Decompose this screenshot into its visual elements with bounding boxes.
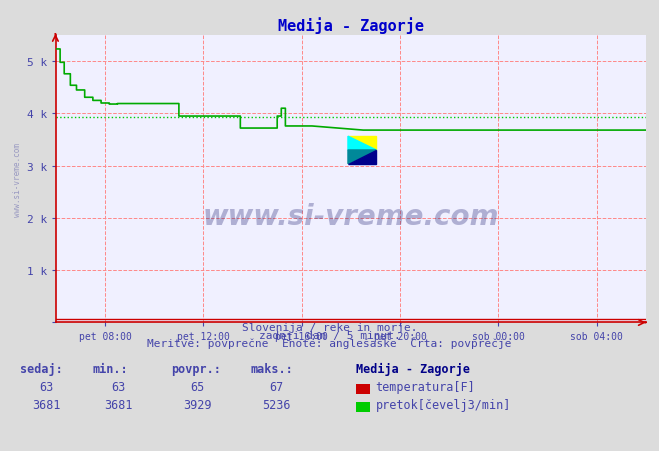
Text: www.si-vreme.com: www.si-vreme.com	[13, 143, 22, 216]
Text: pretok[čevelj3/min]: pretok[čevelj3/min]	[376, 398, 511, 411]
Text: min.:: min.:	[92, 362, 128, 375]
Text: www.si-vreme.com: www.si-vreme.com	[203, 202, 499, 230]
Text: maks.:: maks.:	[250, 362, 293, 375]
Text: 63: 63	[111, 380, 126, 393]
Text: 63: 63	[39, 380, 53, 393]
Text: povpr.:: povpr.:	[171, 362, 221, 375]
Text: sedaj:: sedaj:	[20, 362, 63, 375]
Polygon shape	[348, 151, 376, 164]
Text: Slovenija / reke in morje.: Slovenija / reke in morje.	[242, 322, 417, 332]
Text: 3681: 3681	[32, 398, 61, 411]
Polygon shape	[348, 137, 376, 151]
Text: temperatura[F]: temperatura[F]	[376, 380, 475, 393]
Text: 3681: 3681	[104, 398, 133, 411]
Polygon shape	[348, 151, 376, 164]
Text: zadnji dan / 5 minut.: zadnji dan / 5 minut.	[258, 330, 401, 340]
Text: 65: 65	[190, 380, 205, 393]
Text: Meritve: povprečne  Enote: anglešaške  Črta: povprečje: Meritve: povprečne Enote: anglešaške Črt…	[147, 336, 512, 348]
Text: 5236: 5236	[262, 398, 291, 411]
Polygon shape	[348, 137, 376, 151]
Title: Medija - Zagorje: Medija - Zagorje	[278, 17, 424, 33]
Text: 3929: 3929	[183, 398, 212, 411]
Text: 67: 67	[270, 380, 284, 393]
Text: Medija - Zagorje: Medija - Zagorje	[356, 362, 470, 375]
